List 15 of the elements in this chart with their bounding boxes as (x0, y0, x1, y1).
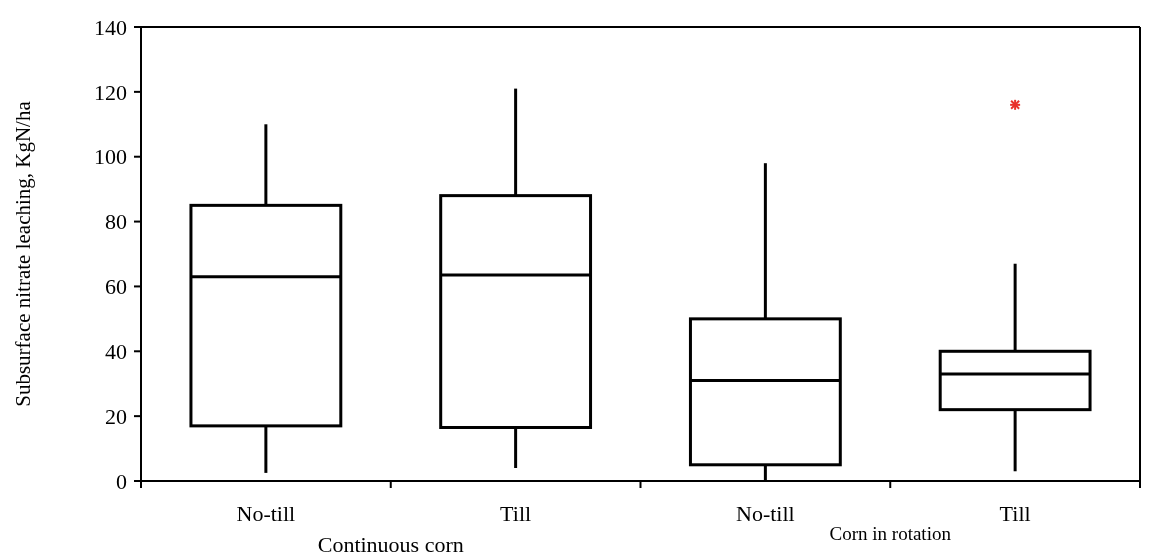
text: Corn in rotation (829, 523, 952, 544)
y-tick-label: 0 (116, 468, 127, 494)
x-tick-label: Till (500, 501, 532, 526)
x-tick-label: No-till (236, 501, 296, 526)
y-tick-label: 80 (105, 209, 127, 235)
x-tick-label: No-till (736, 501, 795, 526)
text: Continuous corn (317, 532, 464, 556)
y-tick-label: 140 (94, 14, 127, 40)
y-tick-label: 40 (105, 338, 127, 364)
y-axis-title: Subsurface nitrate leaching, KgN/ha (11, 100, 35, 407)
x-tick-label: Till (999, 501, 1031, 526)
y-tick-label: 20 (105, 403, 127, 429)
y-tick-label: 100 (94, 144, 127, 170)
y-tick-label: 60 (105, 274, 127, 300)
y-tick-label: 120 (94, 79, 127, 105)
